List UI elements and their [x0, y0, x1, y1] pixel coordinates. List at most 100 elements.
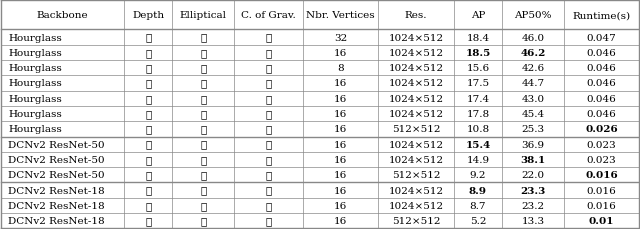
- Text: 0.046: 0.046: [587, 64, 616, 73]
- Text: Nbr. Vertices: Nbr. Vertices: [307, 11, 375, 20]
- Text: ✓: ✓: [145, 49, 152, 58]
- Text: 1024×512: 1024×512: [388, 64, 444, 73]
- Text: 23.3: 23.3: [520, 186, 545, 195]
- Text: Runtime(s): Runtime(s): [572, 11, 630, 20]
- Text: ✓: ✓: [200, 201, 206, 210]
- Text: Hourglass: Hourglass: [8, 110, 62, 119]
- Text: 1024×512: 1024×512: [388, 155, 444, 164]
- Text: 16: 16: [334, 94, 348, 103]
- Text: 23.2: 23.2: [522, 201, 545, 210]
- Text: ✓: ✓: [145, 64, 152, 73]
- Text: ✓: ✓: [145, 186, 152, 195]
- Text: ✓: ✓: [200, 49, 206, 58]
- Text: ✗: ✗: [266, 79, 271, 88]
- Text: 0.026: 0.026: [585, 125, 618, 134]
- Text: 1024×512: 1024×512: [388, 94, 444, 103]
- Text: 45.4: 45.4: [522, 110, 545, 119]
- Text: ✓: ✓: [266, 171, 271, 180]
- Text: 8.7: 8.7: [470, 201, 486, 210]
- Text: 16: 16: [334, 79, 348, 88]
- Text: 512×512: 512×512: [392, 171, 440, 180]
- Text: 0.016: 0.016: [587, 186, 616, 195]
- Text: Hourglass: Hourglass: [8, 94, 62, 103]
- Text: ✗: ✗: [145, 155, 152, 164]
- Text: DCNv2 ResNet-18: DCNv2 ResNet-18: [8, 216, 105, 225]
- Text: ✓: ✓: [266, 155, 271, 164]
- Text: Backbone: Backbone: [36, 11, 88, 20]
- Text: Elliptical: Elliptical: [180, 11, 227, 20]
- Text: ✓: ✓: [200, 171, 206, 180]
- Text: ✓: ✓: [145, 94, 152, 103]
- Text: 16: 16: [334, 155, 348, 164]
- Text: ✓: ✓: [266, 201, 271, 210]
- Text: 512×512: 512×512: [392, 125, 440, 134]
- Text: 13.3: 13.3: [522, 216, 545, 225]
- Text: ✓: ✓: [266, 216, 271, 225]
- Text: ✓: ✓: [200, 216, 206, 225]
- Text: Res.: Res.: [405, 11, 428, 20]
- Text: Hourglass: Hourglass: [8, 125, 62, 134]
- Text: 5.2: 5.2: [470, 216, 486, 225]
- Text: ✓: ✓: [200, 155, 206, 164]
- Text: ✓: ✓: [266, 94, 271, 103]
- Text: ✓: ✓: [145, 79, 152, 88]
- Text: 1024×512: 1024×512: [388, 186, 444, 195]
- Text: 16: 16: [334, 201, 348, 210]
- Text: DCNv2 ResNet-18: DCNv2 ResNet-18: [8, 186, 105, 195]
- Text: Hourglass: Hourglass: [8, 64, 62, 73]
- Text: 17.8: 17.8: [467, 110, 490, 119]
- Text: ✓: ✓: [266, 125, 271, 134]
- Text: 8: 8: [337, 64, 344, 73]
- Text: DCNv2 ResNet-50: DCNv2 ResNet-50: [8, 155, 105, 164]
- Text: Depth: Depth: [132, 11, 164, 20]
- Text: ✓: ✓: [200, 110, 206, 119]
- Text: ✓: ✓: [145, 125, 152, 134]
- Text: 10.8: 10.8: [467, 125, 490, 134]
- Text: ✓: ✓: [200, 140, 206, 149]
- Text: 0.046: 0.046: [587, 110, 616, 119]
- Text: Hourglass: Hourglass: [8, 49, 62, 58]
- Text: 0.023: 0.023: [587, 140, 616, 149]
- Text: 1024×512: 1024×512: [388, 140, 444, 149]
- Text: ✓: ✓: [266, 186, 271, 195]
- Text: 17.4: 17.4: [467, 94, 490, 103]
- Text: 0.016: 0.016: [587, 201, 616, 210]
- Text: 0.047: 0.047: [587, 33, 616, 42]
- Text: DCNv2 ResNet-18: DCNv2 ResNet-18: [8, 201, 105, 210]
- Text: 46.0: 46.0: [522, 33, 545, 42]
- Text: ✓: ✓: [145, 171, 152, 180]
- Text: 15.4: 15.4: [465, 140, 491, 149]
- Text: 16: 16: [334, 49, 348, 58]
- Text: 14.9: 14.9: [467, 155, 490, 164]
- Text: ✓: ✓: [200, 79, 206, 88]
- Text: 0.046: 0.046: [587, 49, 616, 58]
- Text: 1024×512: 1024×512: [388, 110, 444, 119]
- Text: 16: 16: [334, 171, 348, 180]
- Text: 43.0: 43.0: [522, 94, 545, 103]
- Text: ✓: ✓: [200, 33, 206, 42]
- Text: 512×512: 512×512: [392, 216, 440, 225]
- Text: ✓: ✓: [266, 64, 271, 73]
- Text: 0.046: 0.046: [587, 94, 616, 103]
- Text: 44.7: 44.7: [522, 79, 545, 88]
- Text: Hourglass: Hourglass: [8, 79, 62, 88]
- Text: 32: 32: [334, 33, 348, 42]
- Text: 22.0: 22.0: [522, 171, 545, 180]
- Text: 0.023: 0.023: [587, 155, 616, 164]
- Text: 1024×512: 1024×512: [388, 79, 444, 88]
- Text: 42.6: 42.6: [522, 64, 545, 73]
- Text: AP: AP: [471, 11, 485, 20]
- Text: 8.9: 8.9: [469, 186, 487, 195]
- Text: 36.9: 36.9: [522, 140, 545, 149]
- Text: ✓: ✓: [266, 49, 271, 58]
- Text: 18.4: 18.4: [467, 33, 490, 42]
- Text: 16: 16: [334, 110, 348, 119]
- Text: 25.3: 25.3: [522, 125, 545, 134]
- Text: Hourglass: Hourglass: [8, 33, 62, 42]
- Text: 1024×512: 1024×512: [388, 49, 444, 58]
- Text: 16: 16: [334, 216, 348, 225]
- Text: 15.6: 15.6: [467, 64, 490, 73]
- Text: C. of Grav.: C. of Grav.: [241, 11, 296, 20]
- Text: 1024×512: 1024×512: [388, 33, 444, 42]
- Text: DCNv2 ResNet-50: DCNv2 ResNet-50: [8, 140, 105, 149]
